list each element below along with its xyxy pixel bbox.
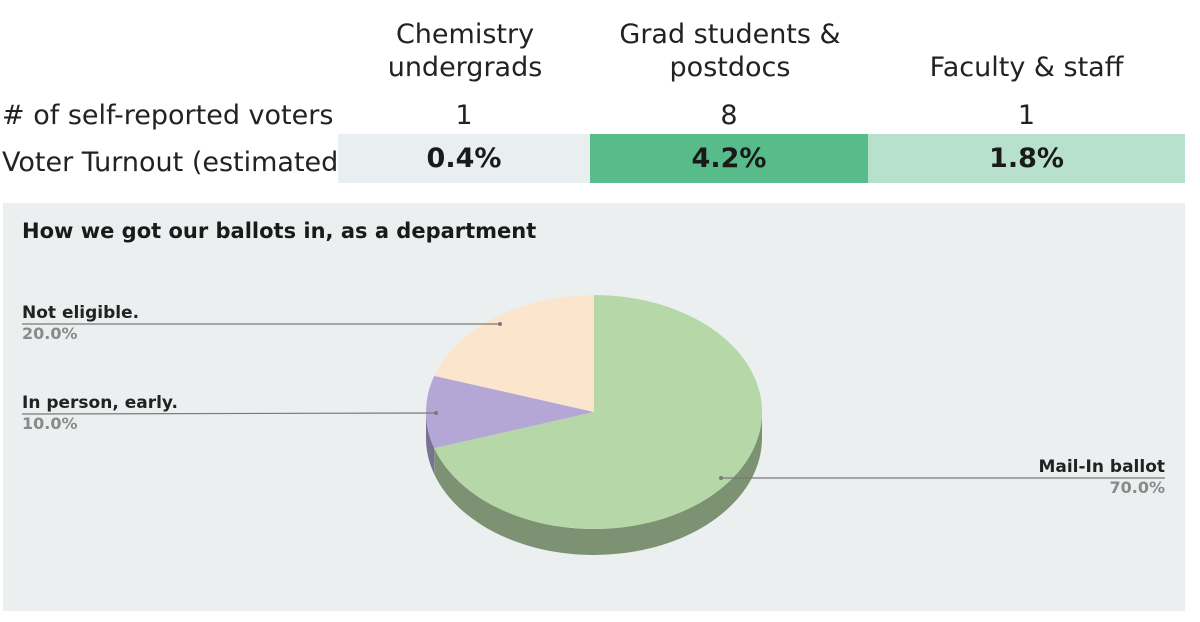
slice-label-1: In person, early. bbox=[22, 393, 178, 413]
leader-dot-0 bbox=[719, 476, 723, 480]
pie-side-0 bbox=[434, 412, 762, 555]
leader-dot-1 bbox=[434, 411, 438, 415]
pie-slice-2 bbox=[434, 295, 594, 412]
slice-pct-1: 10.0% bbox=[22, 414, 78, 433]
leader-dot-2 bbox=[498, 322, 502, 326]
slice-label-2: Not eligible. bbox=[22, 303, 139, 323]
chart-title: How we got our ballots in, as a departme… bbox=[22, 219, 537, 243]
turnout-grad: 4.2% bbox=[590, 134, 868, 183]
leader-line-1 bbox=[21, 412, 437, 415]
voters-faculty: 1 bbox=[1017, 100, 1036, 131]
slice-label-0: Mail-In ballot bbox=[1038, 457, 1165, 477]
row-label-voters: # of self-reported voters bbox=[2, 100, 334, 131]
row-label-turnout: Voter Turnout (estimated) bbox=[2, 147, 338, 178]
turnout-faculty: 1.8% bbox=[868, 134, 1185, 183]
column-header-grad: Grad students & postdocs bbox=[619, 19, 841, 83]
column-header-faculty: Faculty & staff bbox=[929, 52, 1124, 83]
column-header-undergrads: Chemistry undergrads bbox=[387, 19, 543, 83]
pie-slice-1 bbox=[425, 375, 594, 449]
pie-side-1 bbox=[426, 412, 435, 475]
voters-undergrads: 1 bbox=[455, 100, 473, 131]
turnout-undergrads: 0.4% bbox=[338, 134, 590, 183]
voters-grad: 8 bbox=[720, 100, 738, 131]
slice-pct-2: 20.0% bbox=[22, 324, 78, 343]
pie-slice-0 bbox=[434, 295, 763, 529]
slice-pct-0: 70.0% bbox=[1109, 478, 1165, 497]
